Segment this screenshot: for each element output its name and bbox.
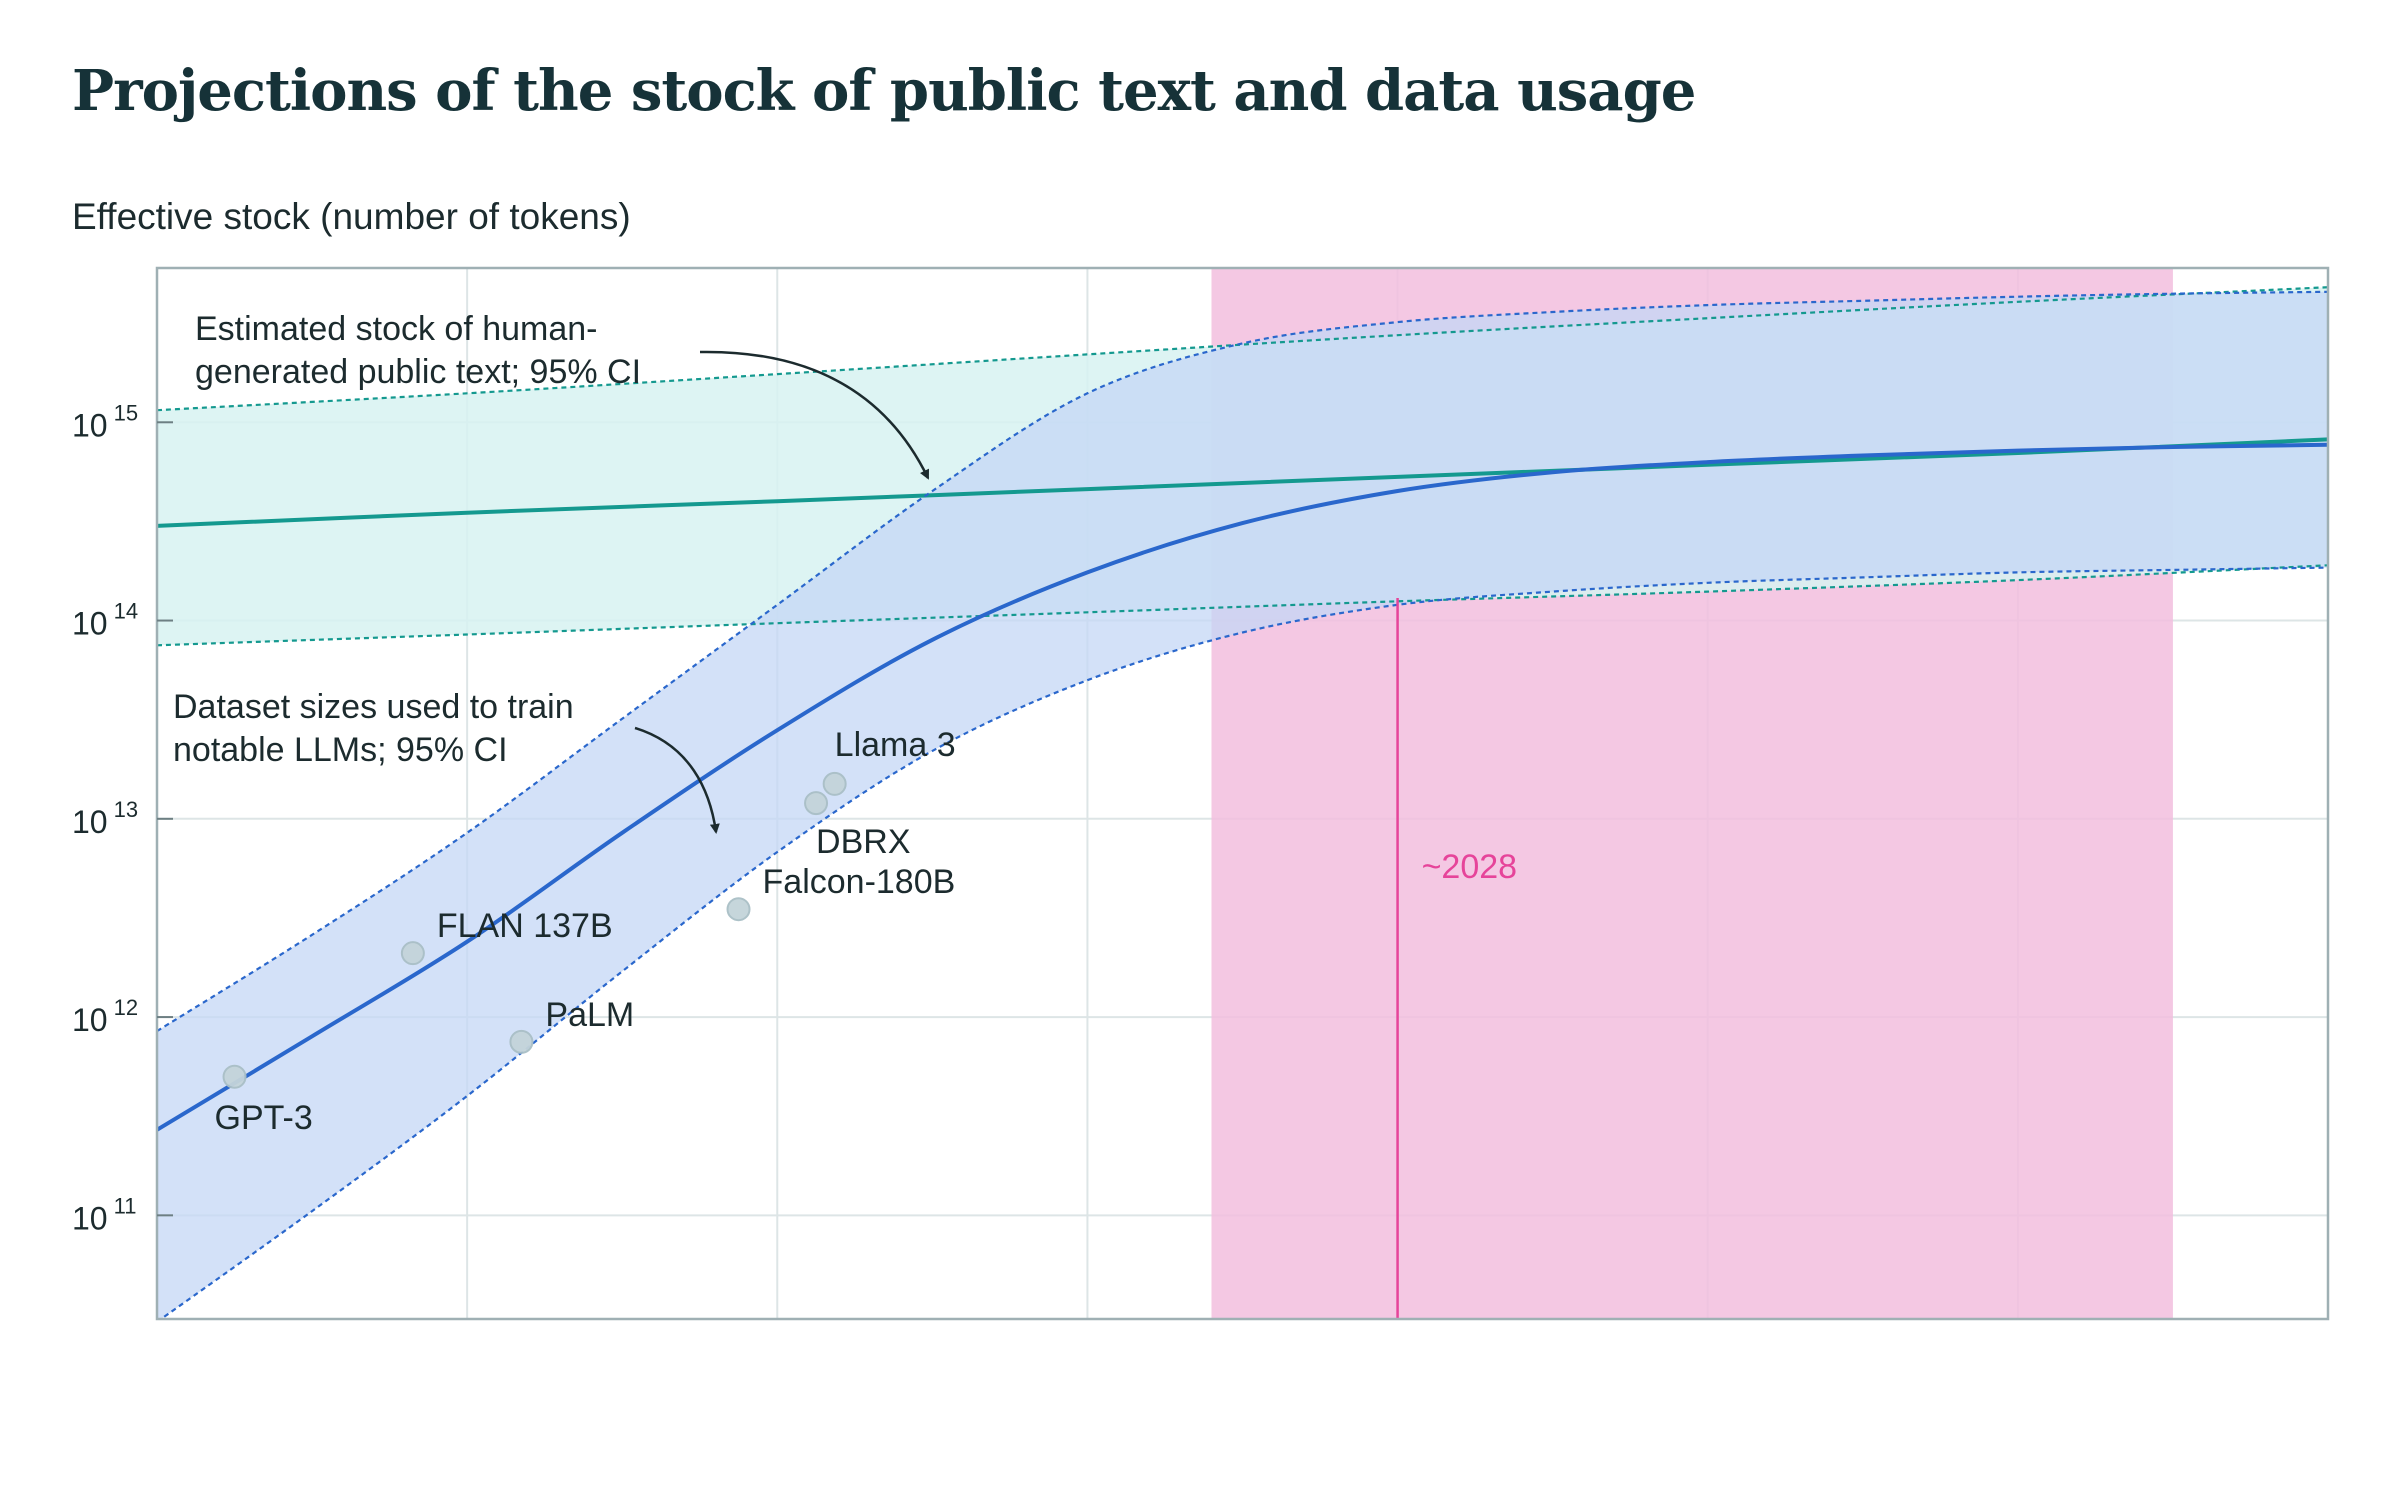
model-point	[509, 1029, 534, 1054]
y-tick-label: 10 13	[72, 797, 138, 840]
model-point	[804, 791, 829, 816]
data-confidence-band	[157, 291, 2328, 1319]
model-point	[726, 897, 751, 922]
y-tick-label: 10 11	[72, 1193, 136, 1236]
annotations: Estimated stock of human-generated publi…	[173, 310, 930, 834]
y-axis-label: Effective stock (number of tokens)	[72, 196, 631, 237]
stock-annotation-line: Estimated stock of human-	[195, 310, 598, 348]
model-point	[222, 1064, 247, 1089]
plot-border	[155, 266, 2330, 1321]
data-annotation-arrow	[634, 726, 720, 834]
y-tick-label: 10 12	[72, 995, 138, 1038]
y-tick-label: 10 14	[72, 599, 138, 642]
y-tick-label: 10 15	[72, 400, 138, 443]
stock-annotation-arrow	[699, 350, 930, 480]
model-point-label: GPT-3	[215, 1099, 313, 1137]
data-ci-low-line	[159, 566, 2328, 1319]
chart-title: Projections of the stock of public text …	[72, 58, 1696, 124]
stock-ci-low-line	[157, 564, 2328, 647]
model-point-label: Falcon-180B	[763, 863, 956, 901]
data-median-line	[157, 442, 2328, 1132]
data-annotation-line: notable LLMs; 95% CI	[173, 731, 508, 769]
model-point-label: Llama 3	[835, 726, 956, 764]
series-lines	[157, 286, 2328, 1319]
model-point	[822, 771, 847, 796]
model-point	[400, 941, 425, 966]
model-point-label: FLAN 137B	[437, 907, 613, 945]
plot-frame	[155, 266, 2330, 1321]
data-annotation-line: Dataset sizes used to train	[173, 688, 574, 726]
model-point-label: PaLM	[545, 996, 634, 1034]
stock-median-line	[157, 437, 2328, 528]
highlight-label: ~2028	[1422, 848, 1518, 886]
model-point-label: DBRX	[816, 823, 910, 861]
stock-annotation-line: generated public text; 95% CI	[195, 353, 641, 391]
confidence-bands	[157, 268, 2328, 1319]
data-ci-high-line	[157, 290, 2328, 1033]
